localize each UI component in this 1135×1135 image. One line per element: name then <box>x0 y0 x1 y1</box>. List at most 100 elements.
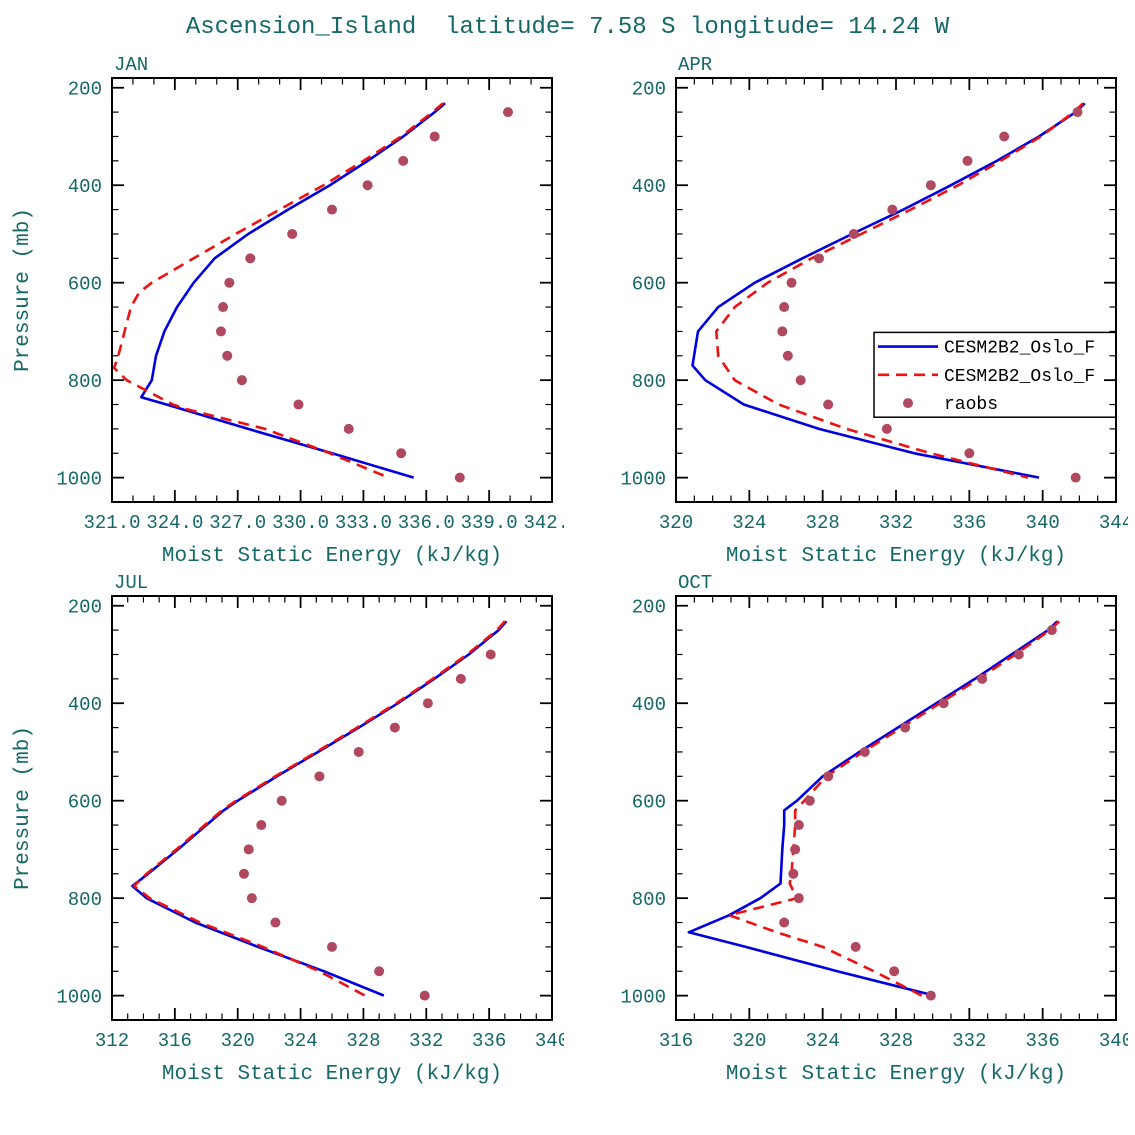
x-tick-label: 316 <box>659 1030 693 1052</box>
model-line-solid <box>687 620 1059 997</box>
raobs-dot <box>222 350 233 361</box>
chart-panel-apr: 320 324 328 332 336 340 344 200 400 600 800 1000 APR… <box>620 54 1128 568</box>
panels-grid: 321.0 324.0 327.0 330.0 333.0 336.0 339.0342.0… <box>0 54 1135 1090</box>
x-tick-label: 340 <box>1099 1030 1128 1052</box>
legend-entry-label: CESM2B2_Oslo_F <box>944 367 1095 387</box>
raobs-dot <box>925 990 936 1001</box>
x-tick-label: 336 <box>952 512 986 534</box>
x-axis-label: Moist Static Energy (kJ/kg) <box>726 545 1066 568</box>
x-tick-label: 336.0 <box>398 512 455 534</box>
raobs-dot <box>419 990 430 1001</box>
raobs-dot <box>422 698 433 709</box>
x-axis-label: Moist Static Energy (kJ/kg) <box>162 1063 502 1086</box>
raobs-dot <box>793 893 804 904</box>
raobs-dot <box>327 941 337 952</box>
raobs-dot <box>881 423 892 434</box>
raobs-dot <box>887 204 898 215</box>
raobs-dot <box>455 673 466 684</box>
raobs-dot <box>850 941 861 952</box>
y-tick-labels: 200 400 600 800 1000 <box>56 597 102 1009</box>
tick-marks <box>675 78 1117 502</box>
raobs-dot <box>243 844 254 855</box>
raobs-dot <box>218 302 229 313</box>
x-tick-label: 340 <box>535 1030 564 1052</box>
raobs-dot <box>962 155 973 166</box>
raobs-dot <box>429 131 440 142</box>
plot-frame <box>111 77 553 503</box>
y-tick-label: 200 <box>632 79 666 101</box>
y-tick-label: 800 <box>68 889 102 911</box>
raobs-dot <box>999 131 1010 142</box>
raobs-dot <box>977 673 988 684</box>
x-tick-labels: 312 316 320 324 328 332 336 340 <box>95 1030 564 1052</box>
raobs-dot <box>823 771 834 782</box>
raobs-dot <box>314 771 325 782</box>
y-tick-label: 600 <box>68 792 102 814</box>
raobs-dot <box>964 448 975 459</box>
raobs-dot <box>1072 107 1083 118</box>
x-axis-label: Moist Static Energy (kJ/kg) <box>726 1063 1066 1086</box>
y-tick-label: 200 <box>632 597 666 619</box>
x-tick-label: 320 <box>732 1030 766 1052</box>
x-tick-label: 333.0 <box>335 512 392 534</box>
raobs-dot <box>215 326 226 337</box>
x-tick-label: 324 <box>806 1030 840 1052</box>
tick-marks <box>111 596 553 1020</box>
raobs-dot <box>889 966 900 977</box>
raobs-dot <box>793 820 804 831</box>
raobs-dot <box>245 253 256 264</box>
x-tick-label: 328 <box>806 512 840 534</box>
raobs-dot <box>224 277 235 288</box>
x-tick-label: 327.0 <box>209 512 266 534</box>
raobs-dot <box>396 448 407 459</box>
raobs-dot <box>362 180 373 191</box>
y-tick-label: 800 <box>68 371 102 393</box>
raobs-dot <box>788 868 799 879</box>
raobs-dot <box>389 722 400 733</box>
raobs-dot <box>327 204 337 215</box>
y-tick-label: 1000 <box>620 469 666 491</box>
y-tick-label: 400 <box>632 694 666 716</box>
raobs-dots <box>779 625 1057 1001</box>
y-tick-labels: 200 400 600 800 1000 <box>56 79 102 491</box>
raobs-dot <box>938 698 949 709</box>
x-tick-label: 339.0 <box>461 512 518 534</box>
raobs-dot <box>1070 472 1081 483</box>
model-line-solid <box>140 102 446 479</box>
x-tick-label: 320 <box>221 1030 255 1052</box>
raobs-dot <box>343 423 354 434</box>
tick-marks <box>675 596 1117 1020</box>
raobs-dot <box>398 155 409 166</box>
x-tick-label: 320 <box>659 512 693 534</box>
raobs-dots <box>777 107 1083 483</box>
figure-title: Ascension_Island latitude= 7.58 S longit… <box>185 14 950 41</box>
y-tick-labels: 200 400 600 800 1000 <box>620 597 666 1009</box>
raobs-dots <box>239 649 496 1001</box>
raobs-dot <box>777 326 788 337</box>
y-tick-label: 800 <box>632 889 666 911</box>
panel-month-label: JUL <box>114 572 148 594</box>
y-tick-label: 1000 <box>620 987 666 1009</box>
y-tick-label: 400 <box>68 694 102 716</box>
x-tick-label: 336 <box>472 1030 506 1052</box>
raobs-dot <box>823 399 834 410</box>
x-tick-labels: 316 320 324 328 332 336 340 <box>659 1030 1128 1052</box>
x-tick-label: 342.0 <box>523 512 564 534</box>
plot-frame <box>111 595 553 1021</box>
x-tick-label: 324 <box>732 512 766 534</box>
figure: Ascension_Island latitude= 7.58 S longit… <box>0 14 1135 1090</box>
panel-month-label: OCT <box>678 572 712 594</box>
y-tick-label: 800 <box>632 371 666 393</box>
legend-entry-label: raobs <box>944 395 998 415</box>
x-tick-label: 336 <box>1026 1030 1060 1052</box>
x-tick-label: 330.0 <box>272 512 329 534</box>
raobs-dot <box>276 795 287 806</box>
x-tick-label: 312 <box>95 1030 129 1052</box>
x-axis-label: Moist Static Energy (kJ/kg) <box>162 545 502 568</box>
model-line-solid <box>131 620 508 997</box>
raobs-dot <box>246 893 257 904</box>
y-tick-label: 200 <box>68 597 102 619</box>
x-tick-labels: 320 324 328 332 336 340 344 <box>659 512 1128 534</box>
